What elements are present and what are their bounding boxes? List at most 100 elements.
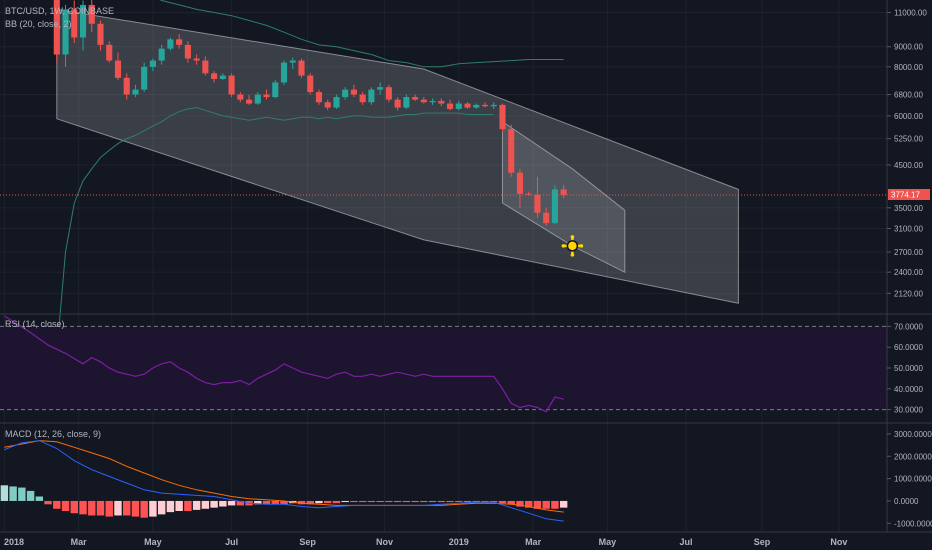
candle[interactable] <box>211 71 218 83</box>
legend-macd[interactable]: MACD (12, 26, close, 9) <box>5 429 101 439</box>
candle[interactable] <box>280 60 288 85</box>
price-tick-label: 2700.00 <box>894 248 923 257</box>
candle[interactable] <box>158 44 165 65</box>
legend-bb[interactable]: BB (20, close, 2) <box>5 19 72 29</box>
outer-channel[interactable] <box>56 8 739 304</box>
macd-histogram-bar <box>428 500 437 503</box>
candle[interactable] <box>508 124 515 177</box>
candle[interactable] <box>53 0 60 63</box>
candle[interactable] <box>193 54 200 65</box>
candle[interactable] <box>184 41 191 63</box>
candle-body <box>499 104 506 130</box>
macd-histogram-bar <box>96 500 105 516</box>
candle[interactable] <box>403 94 410 109</box>
candle[interactable] <box>79 0 87 51</box>
candle[interactable] <box>132 84 139 98</box>
candle-body <box>289 60 296 63</box>
candle-body <box>167 39 174 49</box>
candle-body <box>490 104 497 107</box>
candle[interactable] <box>202 56 209 76</box>
marker-dot <box>570 235 575 239</box>
anchor-marker-icon[interactable] <box>561 235 584 257</box>
candle[interactable] <box>490 102 497 109</box>
marker-dot <box>561 244 566 248</box>
rsi-tick-label: 30.0000 <box>894 406 923 415</box>
candle[interactable] <box>385 84 392 103</box>
candle[interactable] <box>315 89 323 105</box>
candle[interactable] <box>114 52 122 81</box>
macd-histogram-bar <box>551 500 559 509</box>
candle[interactable] <box>272 80 279 99</box>
candle[interactable] <box>254 92 261 105</box>
macd-histogram-bar <box>149 500 157 517</box>
candle[interactable] <box>324 99 331 111</box>
candle[interactable] <box>106 41 113 63</box>
candle[interactable] <box>298 58 305 78</box>
candle[interactable] <box>246 94 253 105</box>
marker-circle <box>566 240 579 252</box>
candle[interactable] <box>464 102 471 109</box>
legend-symbol[interactable]: BTC/USD, 1W, COINBASE <box>5 6 114 16</box>
macd-histogram-bar <box>70 500 78 514</box>
candle[interactable] <box>350 84 357 98</box>
macd-line <box>4 440 564 522</box>
candle[interactable] <box>446 99 454 111</box>
price-tick-label: 9000.00 <box>894 43 923 52</box>
macd-histogram-bar <box>498 500 507 504</box>
macd-histogram-bar <box>358 500 367 503</box>
candle[interactable] <box>481 102 489 108</box>
rsi-pane[interactable] <box>0 315 887 413</box>
legend-rsi[interactable]: RSI (14, close) <box>5 319 65 329</box>
candle[interactable] <box>97 20 104 51</box>
candle[interactable] <box>219 73 226 81</box>
candle[interactable] <box>228 73 235 98</box>
candle[interactable] <box>420 97 427 104</box>
candle[interactable] <box>473 103 480 109</box>
macd-histogram-bar <box>341 500 349 503</box>
candle[interactable] <box>62 4 69 67</box>
candle[interactable] <box>176 33 183 49</box>
candle[interactable] <box>560 185 567 199</box>
candle[interactable] <box>499 103 506 133</box>
candle[interactable] <box>88 0 95 33</box>
candle-body <box>481 104 489 107</box>
candle[interactable] <box>123 73 130 100</box>
time-axis[interactable]: 2018 Mar May Jul Sep Nov 2019 Mar May Jul Sep Nov <box>4 537 847 547</box>
macd-histogram-bar <box>385 500 393 503</box>
candle[interactable] <box>368 87 375 105</box>
candle[interactable] <box>333 94 340 109</box>
candle[interactable] <box>289 57 296 69</box>
candle[interactable] <box>394 97 401 111</box>
time-tick-label: Sep <box>299 537 316 547</box>
time-tick-label: Jul <box>679 537 692 547</box>
candle-body <box>298 60 305 76</box>
candle[interactable] <box>377 82 384 95</box>
main-pane[interactable] <box>0 0 887 353</box>
candle[interactable] <box>429 98 436 105</box>
candle[interactable] <box>438 98 445 107</box>
candle[interactable] <box>237 92 244 103</box>
pane-separators[interactable] <box>0 0 932 533</box>
candle[interactable] <box>263 89 270 100</box>
candle[interactable] <box>516 168 524 208</box>
candle-body <box>228 75 235 95</box>
candle[interactable] <box>71 0 78 43</box>
candle[interactable] <box>534 176 541 218</box>
macd-histogram-bar <box>105 500 113 517</box>
candle[interactable] <box>342 87 349 100</box>
price-axis[interactable]: 11000.00 9000.00 8000.00 6800.00 6000.00 5250… <box>887 9 932 529</box>
candle[interactable] <box>412 94 419 101</box>
candle[interactable] <box>543 207 550 226</box>
macd-histogram-bar <box>533 500 542 509</box>
candle[interactable] <box>455 100 462 111</box>
macd-histogram-bar <box>420 500 428 503</box>
candle[interactable] <box>149 58 156 72</box>
price-tick-label: 11000.00 <box>894 9 927 18</box>
candle[interactable] <box>307 73 314 95</box>
candle[interactable] <box>141 62 148 93</box>
candle[interactable] <box>551 185 558 225</box>
candle[interactable] <box>167 37 174 51</box>
candle[interactable] <box>359 92 366 105</box>
macd-pane[interactable] <box>0 440 568 522</box>
